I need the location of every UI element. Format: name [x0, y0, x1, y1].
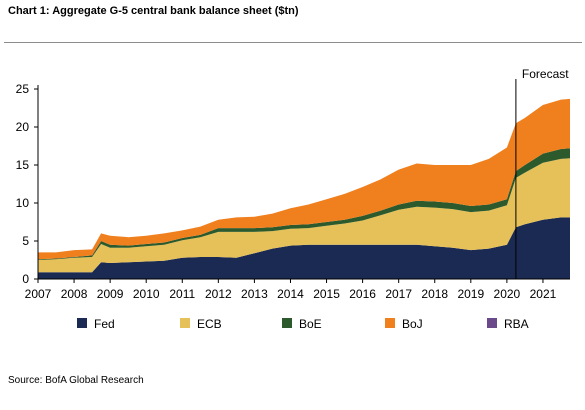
x-tick-label: 2011	[169, 287, 195, 301]
stacked-areas	[38, 98, 570, 279]
legend-swatch-rba	[487, 318, 497, 328]
legend-label: Fed	[94, 317, 115, 331]
y-tick-label: 15	[16, 158, 30, 172]
x-tick-label: 2014	[277, 287, 304, 301]
x-tick-label: 2008	[61, 287, 88, 301]
legend-swatch-fed	[77, 318, 87, 328]
legend-item-boj: BoJ	[385, 317, 423, 331]
y-tick-label: 10	[16, 196, 30, 210]
x-tick-label: 2015	[313, 287, 340, 301]
x-tick-label: 2016	[349, 287, 376, 301]
y-tick-label: 5	[22, 234, 29, 248]
forecast-label: Forecast	[522, 67, 569, 81]
y-tick-label: 20	[16, 120, 30, 134]
source-note: Source: BofA Global Research	[8, 375, 144, 386]
legend: Fed ECB BoE BoJ RBA	[77, 317, 529, 331]
x-tick-label: 2012	[205, 287, 232, 301]
legend-item-rba: RBA	[487, 317, 529, 331]
legend-label: RBA	[504, 317, 529, 331]
legend-label: BoJ	[402, 317, 423, 331]
area-fed	[38, 217, 570, 279]
chart-title: Chart 1: Aggregate G-5 central bank bala…	[8, 5, 299, 17]
x-tick-label: 2021	[530, 287, 557, 301]
x-tick-label: 2009	[97, 287, 124, 301]
legend-label: ECB	[197, 317, 222, 331]
x-tick-label: 2010	[133, 287, 160, 301]
x-tick-label: 2020	[494, 287, 521, 301]
x-tick-label: 2018	[421, 287, 448, 301]
area-ecb	[38, 158, 570, 273]
legend-label: BoE	[299, 317, 322, 331]
legend-swatch-ecb	[180, 318, 190, 328]
title-divider	[4, 42, 582, 43]
x-tick-label: 2007	[25, 287, 52, 301]
x-tick-label: 2019	[457, 287, 484, 301]
y-tick-label: 0	[22, 272, 29, 286]
legend-swatch-boe	[282, 318, 292, 328]
legend-item-boe: BoE	[282, 317, 322, 331]
axes: 0 5 10 15 20 25 2007 2008 2009 2010 2011 2012 2013 20…	[16, 67, 570, 301]
x-tick-label: 2013	[241, 287, 268, 301]
area-boj	[38, 98, 570, 260]
legend-item-fed: Fed	[77, 317, 115, 331]
y-tick-label: 25	[16, 82, 30, 96]
x-tick-label: 2017	[385, 287, 412, 301]
legend-swatch-boj	[385, 318, 395, 328]
legend-item-ecb: ECB	[180, 317, 222, 331]
